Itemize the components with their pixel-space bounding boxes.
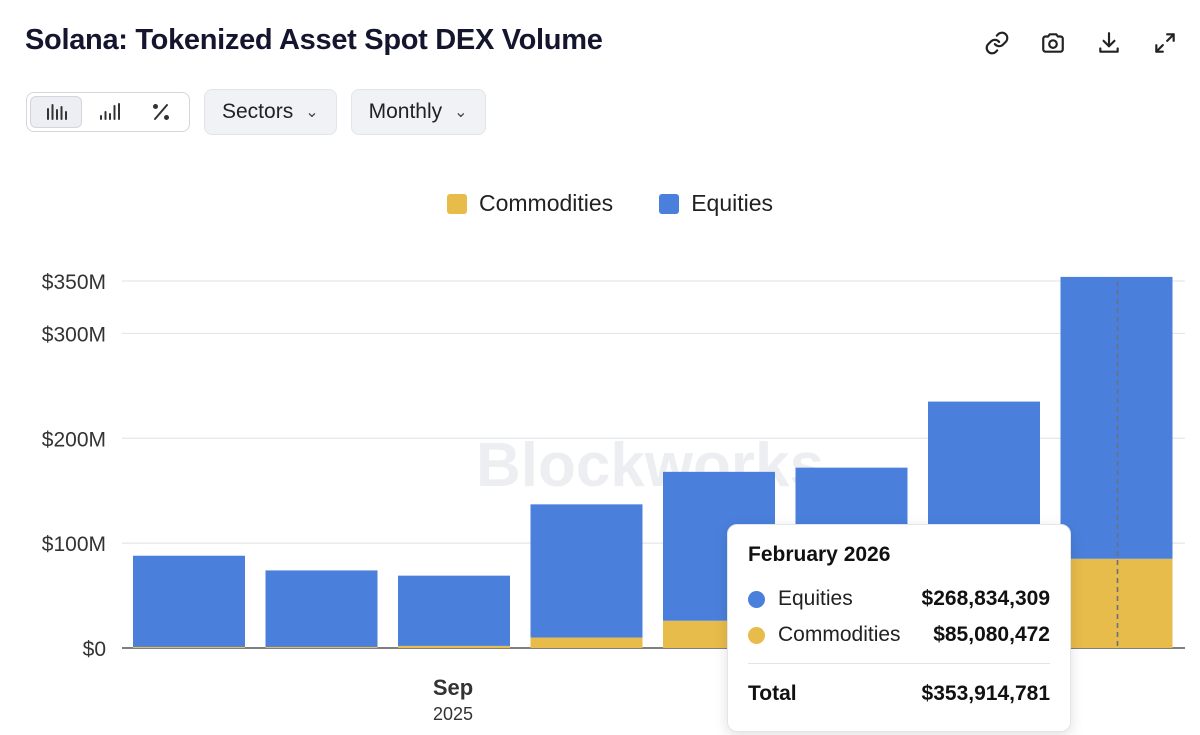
interval-dropdown[interactable]: Monthly ⌄ bbox=[350, 89, 486, 135]
bar-equities bbox=[1060, 276, 1173, 559]
x-tick-label-year: 2025 bbox=[433, 704, 473, 724]
bar-commodities bbox=[1060, 558, 1173, 648]
tooltip-title: February 2026 bbox=[748, 543, 891, 566]
legend-item-commodities[interactable]: Commodities bbox=[446, 190, 614, 217]
y-tick-label: $200M bbox=[42, 428, 106, 451]
tooltip-row-equities: Equities $268,834,309 bbox=[748, 587, 1050, 611]
bar-commodities bbox=[133, 646, 245, 648]
bar-equities bbox=[398, 575, 510, 646]
x-tick-label-month: Sep bbox=[433, 675, 473, 700]
bar-commodities bbox=[530, 637, 643, 648]
chart-mode-switch bbox=[26, 92, 190, 132]
chart-legend: Commodities Equities bbox=[0, 190, 1200, 217]
interval-dropdown-label: Monthly bbox=[368, 100, 443, 123]
tooltip-row-commodities: Commodities $85,080,472 bbox=[748, 623, 1050, 647]
bar-equities bbox=[265, 570, 378, 647]
chart-toolbar bbox=[982, 28, 1180, 58]
tooltip-total: Total $353,914,781 bbox=[748, 682, 1050, 706]
percent-icon[interactable] bbox=[136, 96, 186, 128]
legend-label-commodities: Commodities bbox=[478, 190, 614, 216]
tooltip-label: Equities bbox=[778, 587, 853, 610]
tooltip-divider bbox=[748, 663, 1050, 664]
y-tick-label: $350M bbox=[42, 271, 106, 294]
chevron-down-icon: ⌄ bbox=[454, 104, 468, 121]
tooltip-total-label: Total bbox=[748, 682, 797, 705]
y-tick-label: $100M bbox=[42, 533, 106, 556]
bar-commodities bbox=[265, 646, 378, 648]
y-tick-label: $0 bbox=[83, 638, 106, 661]
expand-icon[interactable] bbox=[1150, 28, 1180, 58]
tooltip-label: Commodities bbox=[778, 623, 901, 646]
legend-label-equities: Equities bbox=[691, 190, 774, 216]
chart-tooltip: February 2026 Equities $268,834,309 Comm… bbox=[727, 524, 1071, 732]
chart-controls: Sectors ⌄ Monthly ⌄ bbox=[26, 89, 486, 135]
bar-chart-alt-icon[interactable] bbox=[84, 96, 134, 128]
bar-chart-icon[interactable] bbox=[30, 96, 82, 128]
link-icon[interactable] bbox=[982, 28, 1012, 58]
camera-icon[interactable] bbox=[1038, 28, 1068, 58]
chart-title: Solana: Tokenized Asset Spot DEX Volume bbox=[25, 24, 603, 56]
bar-commodities bbox=[398, 645, 510, 648]
tooltip-total-value: $353,914,781 bbox=[921, 682, 1050, 705]
tooltip-value: $85,080,472 bbox=[933, 623, 1050, 646]
sectors-dropdown-label: Sectors bbox=[222, 100, 294, 123]
bar-equities bbox=[530, 504, 643, 638]
tooltip-dot-commodities bbox=[748, 626, 765, 644]
y-tick-label: $300M bbox=[42, 323, 106, 346]
bar-equities bbox=[133, 555, 245, 647]
sectors-dropdown[interactable]: Sectors ⌄ bbox=[204, 89, 337, 135]
chevron-down-icon: ⌄ bbox=[305, 104, 319, 121]
legend-swatch-commodities bbox=[446, 193, 467, 214]
download-icon[interactable] bbox=[1094, 28, 1124, 58]
tooltip-value: $268,834,309 bbox=[921, 587, 1050, 610]
tooltip-dot-equities bbox=[748, 590, 765, 608]
legend-item-equities[interactable]: Equities bbox=[659, 190, 773, 217]
legend-swatch-equities bbox=[659, 193, 680, 214]
